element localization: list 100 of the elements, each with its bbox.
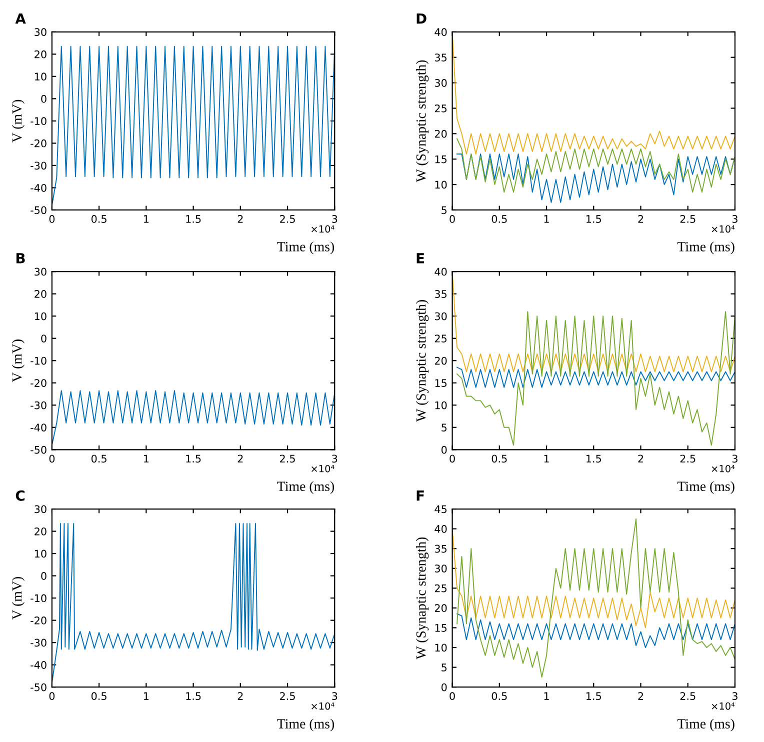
chart-title: D	[416, 13, 426, 24]
text: ×10⁴	[312, 702, 334, 710]
y-axis-title: V (mV)	[12, 100, 25, 142]
y-tick-label: 20	[34, 50, 46, 58]
y-tick-label: 0	[41, 334, 46, 342]
x-tick-label: 0.5	[492, 692, 507, 700]
x-tick-label: 0	[49, 215, 55, 223]
x-tick-label: 0	[450, 692, 455, 700]
x-tick-label: 2	[238, 692, 243, 700]
x-tick-label: 0	[49, 692, 55, 700]
y-tick-label: 35	[434, 290, 447, 298]
y-tick-label: -10	[30, 117, 46, 126]
y-tick-label: 5	[442, 206, 447, 214]
text: ×10⁴	[312, 464, 334, 472]
y-tick-label: 10	[34, 312, 46, 320]
y-tick-label: 15	[435, 379, 447, 387]
x-tick-label: 0.5	[492, 454, 507, 463]
x-tick-label: 1.5	[186, 454, 201, 463]
x-axis-title: Time (ms)	[677, 718, 734, 732]
x-tick-label: 1	[544, 454, 549, 462]
chart-title: F	[416, 490, 424, 501]
x-tick-label: 1	[144, 692, 149, 700]
x-tick-label: 3	[332, 215, 338, 223]
y-tick-label: 30	[434, 564, 447, 572]
y-axis-title: V (mV)	[12, 340, 25, 382]
y-tick-label: 15	[435, 155, 447, 164]
chart-title: B	[16, 253, 25, 264]
x-axis-title: Time (ms)	[677, 242, 734, 254]
chart-title: C	[16, 490, 25, 501]
y-tick-label: 10	[34, 550, 46, 558]
y-tick-label: -40	[30, 661, 46, 669]
y-tick-label: 0	[41, 572, 46, 580]
x-axis-title: Time (ms)	[277, 481, 334, 494]
x-tick-label: 3	[332, 692, 338, 700]
x-tick-label: 1	[544, 692, 549, 700]
x-tick-label: 2	[638, 215, 644, 223]
x-tick-label: 0.5	[91, 454, 106, 463]
y-tick-label: -50	[30, 446, 46, 454]
x-tick-label: 2.5	[680, 454, 696, 463]
line-series	[52, 390, 335, 446]
y-tick-label: 40	[434, 525, 447, 533]
y-tick-label: -30	[30, 638, 46, 647]
line-series	[52, 46, 335, 206]
y-axis-title: W (Synaptic strength)	[416, 537, 429, 660]
y-tick-label: 35	[434, 544, 447, 553]
line-series	[456, 518, 735, 678]
text: ×10⁴	[712, 702, 735, 710]
text: ×10⁴	[312, 225, 334, 233]
chart-title: A	[15, 13, 26, 24]
y-axis-title: W (Synaptic strength)	[416, 60, 429, 182]
y-tick-label: -20	[30, 616, 46, 624]
x-tick-label: 1.5	[586, 454, 601, 463]
y-tick-label: 0	[41, 94, 46, 103]
x-tick-label: 3	[332, 454, 338, 463]
y-axis-title: V (mV)	[12, 576, 25, 620]
x-axis-title: Time (ms)	[277, 242, 334, 254]
text: ×10⁴	[712, 464, 735, 472]
y-tick-label: 30	[434, 79, 447, 87]
y-tick-label: 45	[434, 505, 447, 514]
y-tick-label: 20	[34, 290, 46, 298]
y-tick-label: 25	[434, 104, 447, 112]
y-tick-label: -10	[30, 356, 46, 365]
y-tick-label: 30	[34, 268, 46, 276]
line-series	[456, 613, 735, 648]
x-tick-label: 1.5	[586, 692, 601, 700]
x-tick-label: 1	[544, 215, 549, 223]
y-tick-label: 25	[434, 334, 447, 342]
line-series	[456, 138, 735, 193]
x-tick-label: 0.5	[91, 692, 106, 700]
y-tick-label: 15	[435, 624, 447, 632]
x-tick-label: 0	[450, 454, 455, 463]
y-tick-label: 25	[434, 584, 447, 592]
x-tick-label: 2.5	[280, 692, 295, 700]
x-axis-title: Time (ms)	[277, 718, 334, 732]
x-tick-label: 1.5	[186, 215, 201, 223]
y-tick-label: 5	[442, 664, 447, 672]
y-tick-label: 30	[434, 312, 447, 320]
y-tick-label: 20	[434, 604, 447, 612]
y-tick-label: 30	[34, 505, 46, 514]
y-tick-label: -20	[30, 379, 46, 387]
y-tick-label: 10	[435, 644, 447, 652]
y-tick-label: -30	[30, 401, 46, 410]
line-series	[456, 366, 735, 388]
x-tick-label: 1	[144, 215, 149, 223]
x-tick-label: 2.5	[680, 215, 696, 223]
x-tick-label: 2.5	[280, 454, 295, 463]
y-tick-label: 0	[441, 446, 447, 454]
x-tick-label: 0	[450, 215, 455, 223]
y-tick-label: 30	[34, 28, 46, 36]
x-tick-label: 3	[732, 692, 738, 700]
x-axis-title: Time (ms)	[677, 481, 734, 494]
chart-title: E	[416, 253, 424, 264]
y-tick-label: 20	[34, 528, 46, 536]
x-tick-label: 2.5	[680, 692, 696, 700]
x-tick-label: 2	[638, 692, 644, 700]
y-axis-title: W (Synaptic strength)	[416, 300, 429, 422]
y-tick-label: 10	[435, 180, 447, 189]
line-series	[456, 311, 735, 446]
x-tick-label: 1	[144, 454, 149, 462]
y-tick-label: -10	[30, 594, 46, 602]
